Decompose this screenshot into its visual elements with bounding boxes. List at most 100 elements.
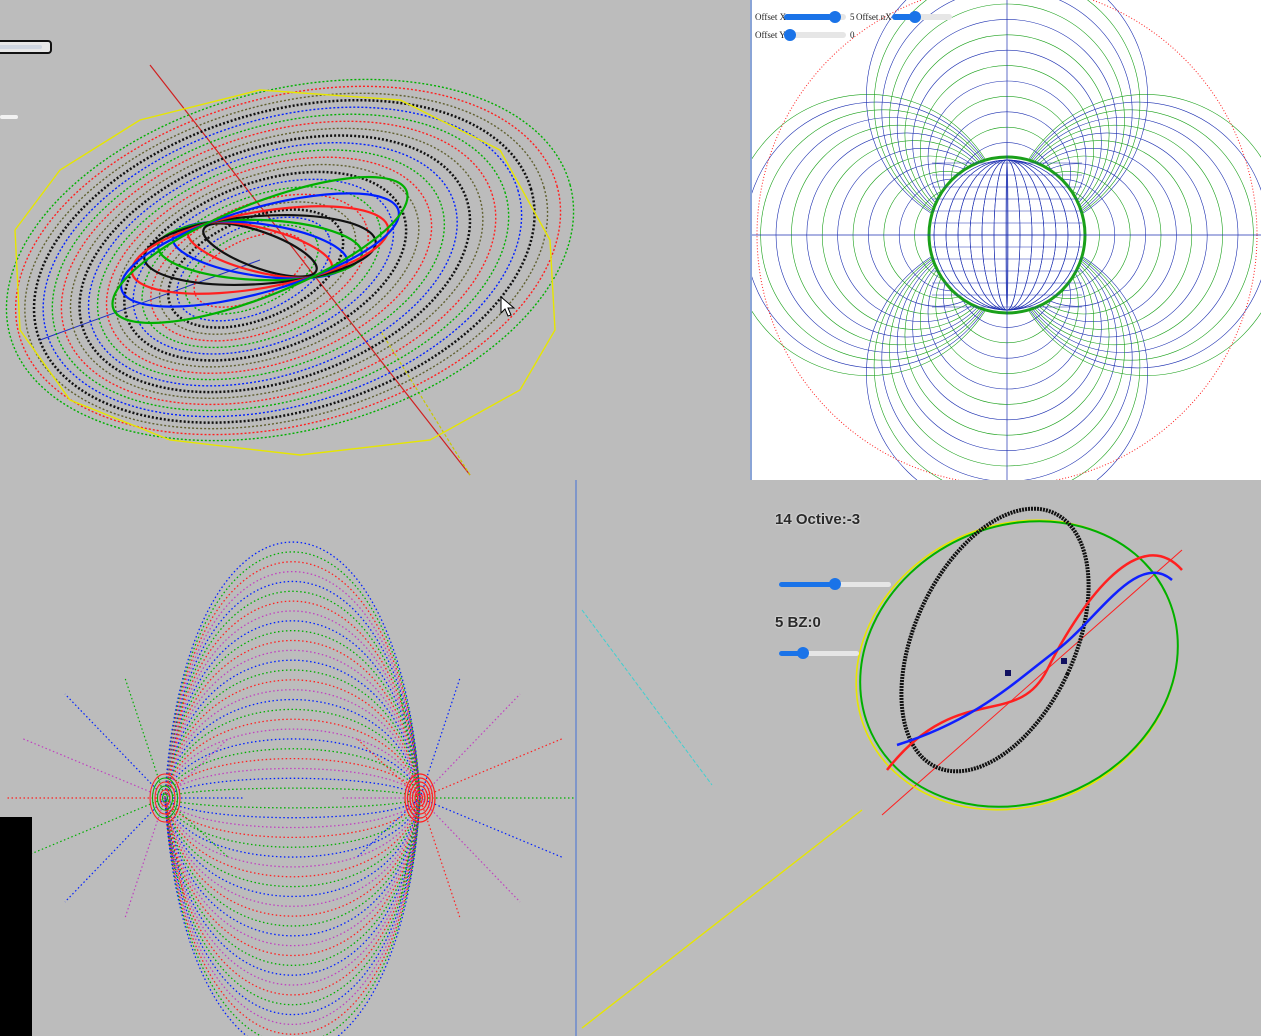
field-loop bbox=[105, 156, 433, 374]
red-axis-line bbox=[881, 549, 1183, 816]
radial-field-line bbox=[164, 797, 186, 903]
field-loops-canvas[interactable] bbox=[0, 0, 750, 480]
field-loop bbox=[32, 98, 536, 424]
black-side-bar bbox=[0, 817, 32, 1036]
field-loop bbox=[14, 85, 562, 436]
dipole-field-line bbox=[164, 777, 421, 819]
dipole-field-line bbox=[164, 718, 421, 878]
bz-slider[interactable] bbox=[779, 647, 859, 659]
dipole-field-line bbox=[164, 698, 421, 898]
radial-field-line bbox=[399, 797, 421, 903]
yellow-axis-line bbox=[581, 809, 863, 1029]
radial-field-line bbox=[419, 677, 461, 799]
dipole-field-line bbox=[164, 561, 421, 1035]
radial-field-line bbox=[124, 797, 166, 919]
outer-yellow-loop bbox=[14, 89, 556, 456]
dipole-field-line bbox=[164, 728, 421, 868]
field-loop bbox=[114, 163, 420, 368]
pole-right bbox=[404, 773, 436, 823]
dipole-field-line bbox=[164, 620, 421, 976]
field-loop-group bbox=[5, 78, 575, 442]
bottom-right-3d-view[interactable]: 14 Octive:-3 5 BZ:0 bbox=[575, 480, 1261, 1036]
dipole-field-line bbox=[164, 708, 421, 888]
pole-left bbox=[152, 777, 178, 819]
field-loop bbox=[60, 120, 497, 406]
field-loop bbox=[5, 78, 575, 442]
red-curve bbox=[886, 554, 1183, 771]
green-ring bbox=[859, 520, 1179, 808]
offset-y-label: Offset Y bbox=[755, 30, 786, 40]
dipole-field-line bbox=[164, 748, 421, 848]
radial-field-line bbox=[419, 797, 565, 859]
dipole-field-line bbox=[164, 610, 421, 986]
pole-right bbox=[414, 789, 426, 807]
dipole-field-line bbox=[164, 581, 421, 1015]
dipole-field-line bbox=[164, 679, 421, 917]
ring-canvas[interactable] bbox=[577, 480, 1261, 1036]
dipole-field-line bbox=[164, 630, 421, 966]
offset-nx-label: Offset nX bbox=[856, 12, 892, 22]
top-left-3d-view[interactable] bbox=[0, 0, 750, 480]
top-left-input[interactable] bbox=[0, 40, 52, 54]
offset-y-value: 0 bbox=[850, 30, 855, 40]
field-loop bbox=[42, 106, 523, 418]
field-loop bbox=[141, 186, 382, 349]
pole-right bbox=[416, 793, 424, 803]
offset-x-value: 5 bbox=[850, 12, 855, 22]
axis-line-blue bbox=[39, 259, 261, 341]
dipole-field-line bbox=[164, 649, 421, 947]
octive-slider[interactable] bbox=[779, 578, 891, 590]
offset-nx-slider[interactable] bbox=[892, 11, 952, 23]
inner-loop bbox=[130, 205, 390, 295]
pole-left bbox=[154, 781, 176, 815]
pole-left bbox=[162, 793, 168, 803]
pole-left bbox=[149, 773, 181, 823]
field-loop bbox=[96, 149, 446, 381]
field-loop bbox=[24, 92, 549, 430]
radial-field-line bbox=[355, 737, 421, 799]
radial-field-line bbox=[419, 797, 461, 919]
offset-y-slider[interactable] bbox=[784, 29, 846, 41]
field-loop bbox=[132, 178, 395, 355]
radial-field-line bbox=[419, 693, 521, 799]
dipole-field-line bbox=[164, 551, 421, 1036]
field-line-group bbox=[752, 0, 1261, 480]
field-loop bbox=[176, 216, 332, 322]
dipole-field-line bbox=[164, 767, 421, 829]
bottom-left-dipole-view[interactable] bbox=[0, 480, 575, 1036]
inner-loop bbox=[119, 192, 401, 308]
cyan-axis-line bbox=[581, 609, 713, 786]
inner-loop bbox=[111, 175, 409, 325]
dipole-field-line bbox=[164, 669, 421, 927]
radial-field-line bbox=[419, 737, 565, 799]
field-loop bbox=[78, 134, 472, 394]
dipole-field-line bbox=[164, 758, 421, 838]
top-left-mini-slider[interactable] bbox=[0, 115, 18, 119]
top-right-2d-view[interactable]: Offset X 5 Offset nX Offset Y 0 bbox=[750, 0, 1261, 480]
yellow-ring bbox=[855, 519, 1179, 811]
offset-x-label: Offset X bbox=[755, 12, 787, 22]
bz-label: 5 BZ:0 bbox=[775, 614, 821, 631]
dipole-field-line bbox=[164, 639, 421, 957]
dipole-field-line bbox=[164, 659, 421, 937]
blue-curve bbox=[896, 571, 1173, 747]
ring-group bbox=[855, 506, 1183, 811]
radial-field-line bbox=[64, 797, 166, 903]
dipole-field-line bbox=[164, 738, 421, 858]
source-marker-2 bbox=[1061, 658, 1067, 664]
pole-left bbox=[157, 785, 173, 811]
radial-field-line bbox=[355, 797, 421, 859]
radial-field-line bbox=[164, 737, 230, 799]
dipole-canvas[interactable] bbox=[0, 480, 575, 1036]
dipole-field-group bbox=[5, 541, 575, 1036]
field-lines-canvas[interactable] bbox=[752, 0, 1261, 480]
offset-x-slider[interactable] bbox=[784, 11, 846, 23]
radial-field-line bbox=[399, 693, 421, 799]
radial-field-line bbox=[64, 693, 166, 799]
pole-right bbox=[409, 781, 431, 815]
black-ring bbox=[899, 506, 1091, 774]
radial-field-line bbox=[419, 797, 521, 903]
pole-left bbox=[159, 789, 171, 807]
octive-label: 14 Octive:-3 bbox=[775, 511, 861, 528]
dipole-field-line bbox=[164, 600, 421, 996]
